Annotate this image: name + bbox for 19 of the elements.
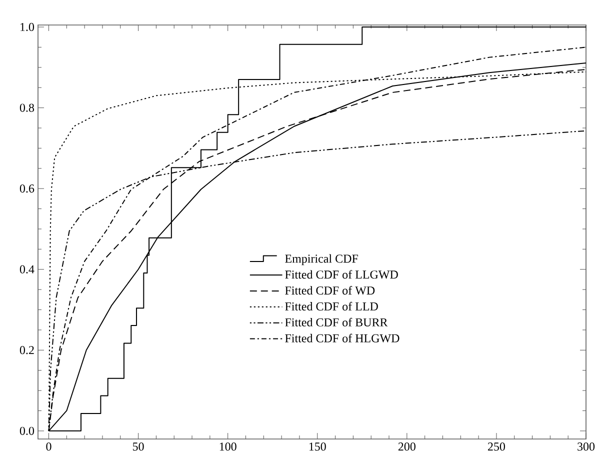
y-tick-label: 0.2 (20, 346, 34, 354)
legend-label: Fitted CDF of LLGWD (285, 270, 398, 279)
legend-label: Fitted CDF of BURR (285, 318, 388, 326)
legend-label: Empirical CDF (285, 254, 358, 266)
y-tick-label: 0.8 (20, 104, 34, 112)
x-tick-label: 100 (220, 442, 236, 451)
x-tick-label: 200 (398, 442, 416, 451)
x-tick-label: 50 (132, 442, 144, 451)
legend-label: Fitted CDF of HLGWD (285, 334, 400, 342)
x-tick-label: 0 (46, 442, 52, 451)
legend-label: Fitted CDF of WD (285, 286, 375, 295)
y-tick-label: 1.0 (20, 22, 34, 32)
y-tick-label: 0.4 (20, 265, 34, 274)
x-tick-label: 250 (488, 442, 506, 451)
legend-label: Fitted CDF of LLD (285, 302, 378, 311)
y-tick-label: 0.6 (20, 184, 34, 193)
x-tick-label: 150 (309, 442, 326, 451)
x-tick-label: 300 (578, 442, 595, 451)
y-tick-label: 0.0 (20, 426, 34, 435)
